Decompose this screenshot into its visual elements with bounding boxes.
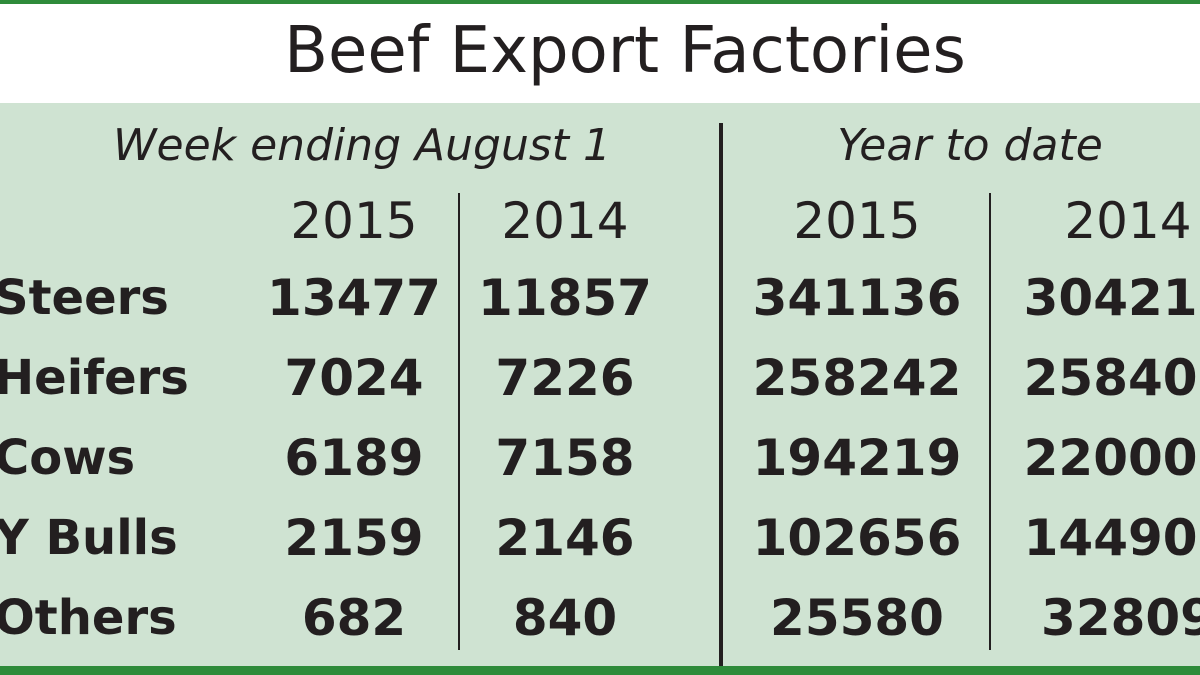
table-cell: 6189 xyxy=(284,429,424,487)
table-cell: 194219 xyxy=(752,429,962,487)
table-cell: 258401 xyxy=(1023,349,1200,407)
table-cell: 32809 xyxy=(1041,589,1200,647)
page-title: Beef Export Factories xyxy=(284,14,966,88)
row-label: Cows xyxy=(0,430,136,486)
table-cell: 102656 xyxy=(752,509,962,567)
year-header: 2015 xyxy=(793,192,921,250)
table-cell: 11857 xyxy=(478,269,652,327)
row-label: Y Bulls xyxy=(0,510,178,566)
table-cell: 7024 xyxy=(284,349,424,407)
table-cell: 25580 xyxy=(770,589,944,647)
table-cell: 840 xyxy=(512,589,618,647)
table-cell: 144901 xyxy=(1023,509,1200,567)
row-label: Others xyxy=(0,590,177,646)
year-header: 2014 xyxy=(1064,192,1192,250)
table-cell: 7226 xyxy=(495,349,635,407)
table-cell: 304211 xyxy=(1023,269,1200,327)
table-cell: 2159 xyxy=(284,509,424,567)
group-header-week: Week ending August 1 xyxy=(113,120,611,171)
ytd-column-divider xyxy=(989,193,991,650)
bottom-border xyxy=(0,666,1200,675)
top-border xyxy=(0,0,1200,4)
table-cell: 7158 xyxy=(495,429,635,487)
group-divider xyxy=(719,123,723,666)
table-cell: 2146 xyxy=(495,509,635,567)
group-header-ytd: Year to date xyxy=(837,120,1103,171)
data-table: Week ending August 1 Year to date 2015 2… xyxy=(0,103,1200,666)
table-cell: 13477 xyxy=(267,269,441,327)
week-column-divider xyxy=(458,193,460,650)
table-cell: 220001 xyxy=(1023,429,1200,487)
year-header: 2015 xyxy=(290,192,418,250)
year-header: 2014 xyxy=(501,192,629,250)
row-label: Steers xyxy=(0,270,169,326)
table-cell: 341136 xyxy=(752,269,962,327)
table-cell: 258242 xyxy=(752,349,962,407)
row-label: Heifers xyxy=(0,350,189,406)
table-cell: 682 xyxy=(301,589,407,647)
